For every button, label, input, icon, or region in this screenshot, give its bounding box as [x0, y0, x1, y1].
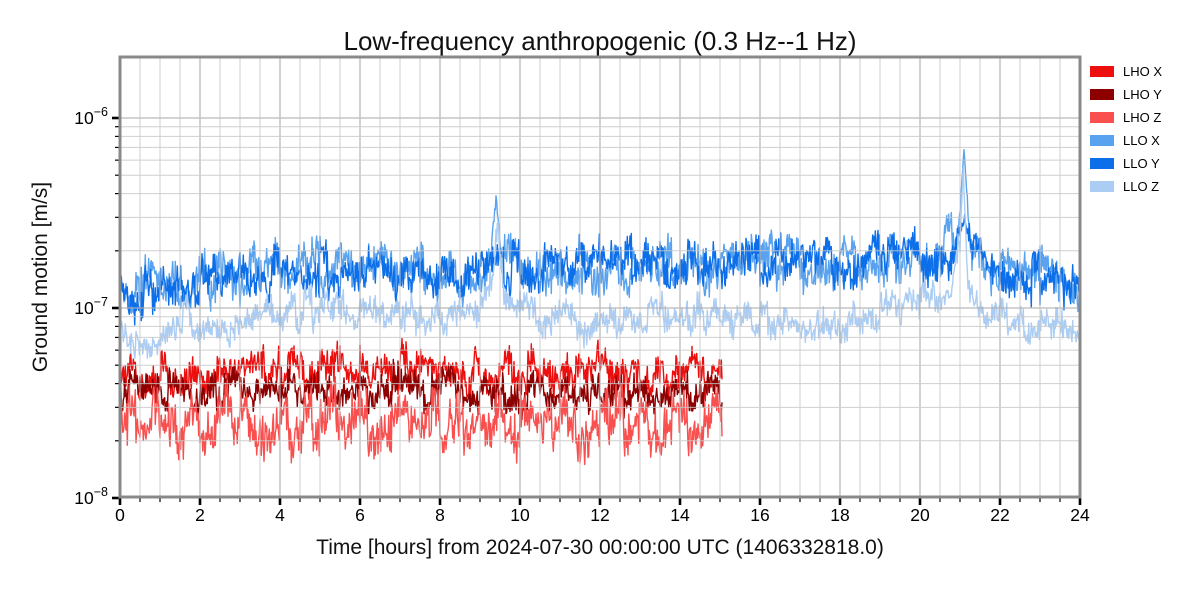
x-tick-label: 16: [750, 505, 769, 525]
legend-swatch-llo-z: [1090, 181, 1114, 192]
legend-item-lho-x: LHO X: [1090, 60, 1200, 83]
x-tick-label: 2: [195, 505, 205, 525]
legend-swatch-lho-x: [1090, 66, 1114, 77]
grid: [120, 57, 1080, 497]
x-tick-label: 24: [1070, 505, 1090, 525]
x-tick-label: 6: [355, 505, 365, 525]
y-tick-label: 10−8: [74, 485, 108, 508]
x-tick-label: 8: [435, 505, 445, 525]
legend-label: LHO Y: [1123, 87, 1162, 102]
x-tick-label: 10: [510, 505, 530, 525]
legend-swatch-lho-z: [1090, 112, 1114, 123]
x-tick-label: 14: [670, 505, 690, 525]
x-tick-label: 22: [990, 505, 1009, 525]
legend: LHO X LHO Y LHO Z LLO X LLO Y LLO Z: [1090, 60, 1200, 198]
x-tick-label: 20: [910, 505, 930, 525]
x-tick-label: 4: [275, 505, 285, 525]
y-tick-label: 10−7: [74, 295, 108, 318]
legend-item-lho-y: LHO Y: [1090, 83, 1200, 106]
legend-label: LLO Z: [1123, 179, 1160, 194]
x-tick-label: 18: [830, 505, 849, 525]
legend-item-llo-y: LLO Y: [1090, 152, 1200, 175]
legend-label: LHO Z: [1123, 110, 1162, 125]
x-tick-label: 0: [115, 505, 125, 525]
x-tick-label: 12: [590, 505, 609, 525]
legend-item-llo-x: LLO X: [1090, 129, 1200, 152]
legend-item-lho-z: LHO Z: [1090, 106, 1200, 129]
y-tick-label: 10−6: [74, 105, 108, 128]
y-axis-label: Ground motion [m/s]: [29, 181, 52, 373]
legend-swatch-llo-y: [1090, 158, 1114, 169]
plot-title: Low-frequency anthropogenic (0.3 Hz--1 H…: [343, 26, 857, 56]
legend-label: LLO Y: [1123, 156, 1160, 171]
x-axis-label: Time [hours] from 2024-07-30 00:00:00 UT…: [316, 536, 884, 559]
legend-label: LHO X: [1123, 64, 1163, 79]
legend-label: LLO X: [1123, 133, 1160, 148]
legend-swatch-llo-x: [1090, 135, 1114, 146]
legend-item-llo-z: LLO Z: [1090, 175, 1200, 198]
legend-swatch-lho-y: [1090, 89, 1114, 100]
axes-frame: [112, 55, 1082, 505]
plot-frame: [118, 55, 1082, 499]
